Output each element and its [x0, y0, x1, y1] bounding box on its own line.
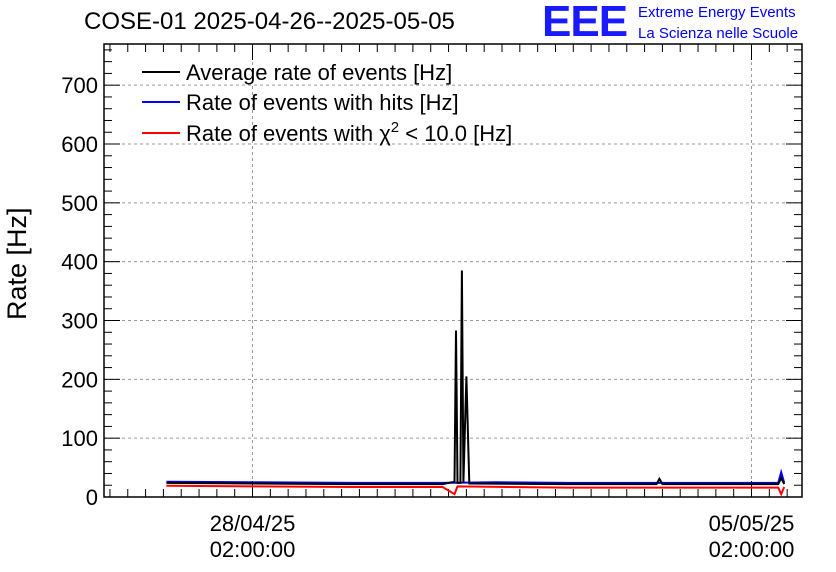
series-rate-with-hits — [166, 468, 786, 484]
y-tick-label: 600 — [61, 132, 98, 157]
eee-logo: EEE — [542, 0, 628, 46]
legend-label: Rate of events with hits [Hz] — [186, 90, 459, 115]
x-tick-label-time: 02:00:00 — [709, 537, 795, 562]
logo-line-1: Extreme Energy Events — [638, 4, 796, 21]
y-tick-label: 100 — [61, 426, 98, 451]
x-tick-label-date: 28/04/25 — [210, 511, 296, 536]
series-average-rate — [166, 270, 786, 486]
legend-label: Rate of events with χ2 < 10.0 [Hz] — [186, 119, 512, 146]
x-tick-label-date: 05/05/25 — [709, 511, 795, 536]
y-tick-label: 700 — [61, 73, 98, 98]
y-tick-label: 400 — [61, 250, 98, 275]
logo-line-2: La Scienza nelle Scuole — [638, 25, 799, 42]
x-tick-label-time: 02:00:00 — [210, 537, 296, 562]
chart-title: COSE-01 2025-04-26--2025-05-05 — [84, 8, 455, 35]
y-tick-label: 500 — [61, 191, 98, 216]
series-rate-chi2 — [166, 484, 786, 497]
y-tick-label: 300 — [61, 309, 98, 334]
plot-frame — [103, 43, 803, 498]
y-tick-label: 0 — [86, 485, 98, 510]
legend-label: Average rate of events [Hz] — [186, 60, 452, 85]
y-tick-label: 200 — [61, 367, 98, 392]
